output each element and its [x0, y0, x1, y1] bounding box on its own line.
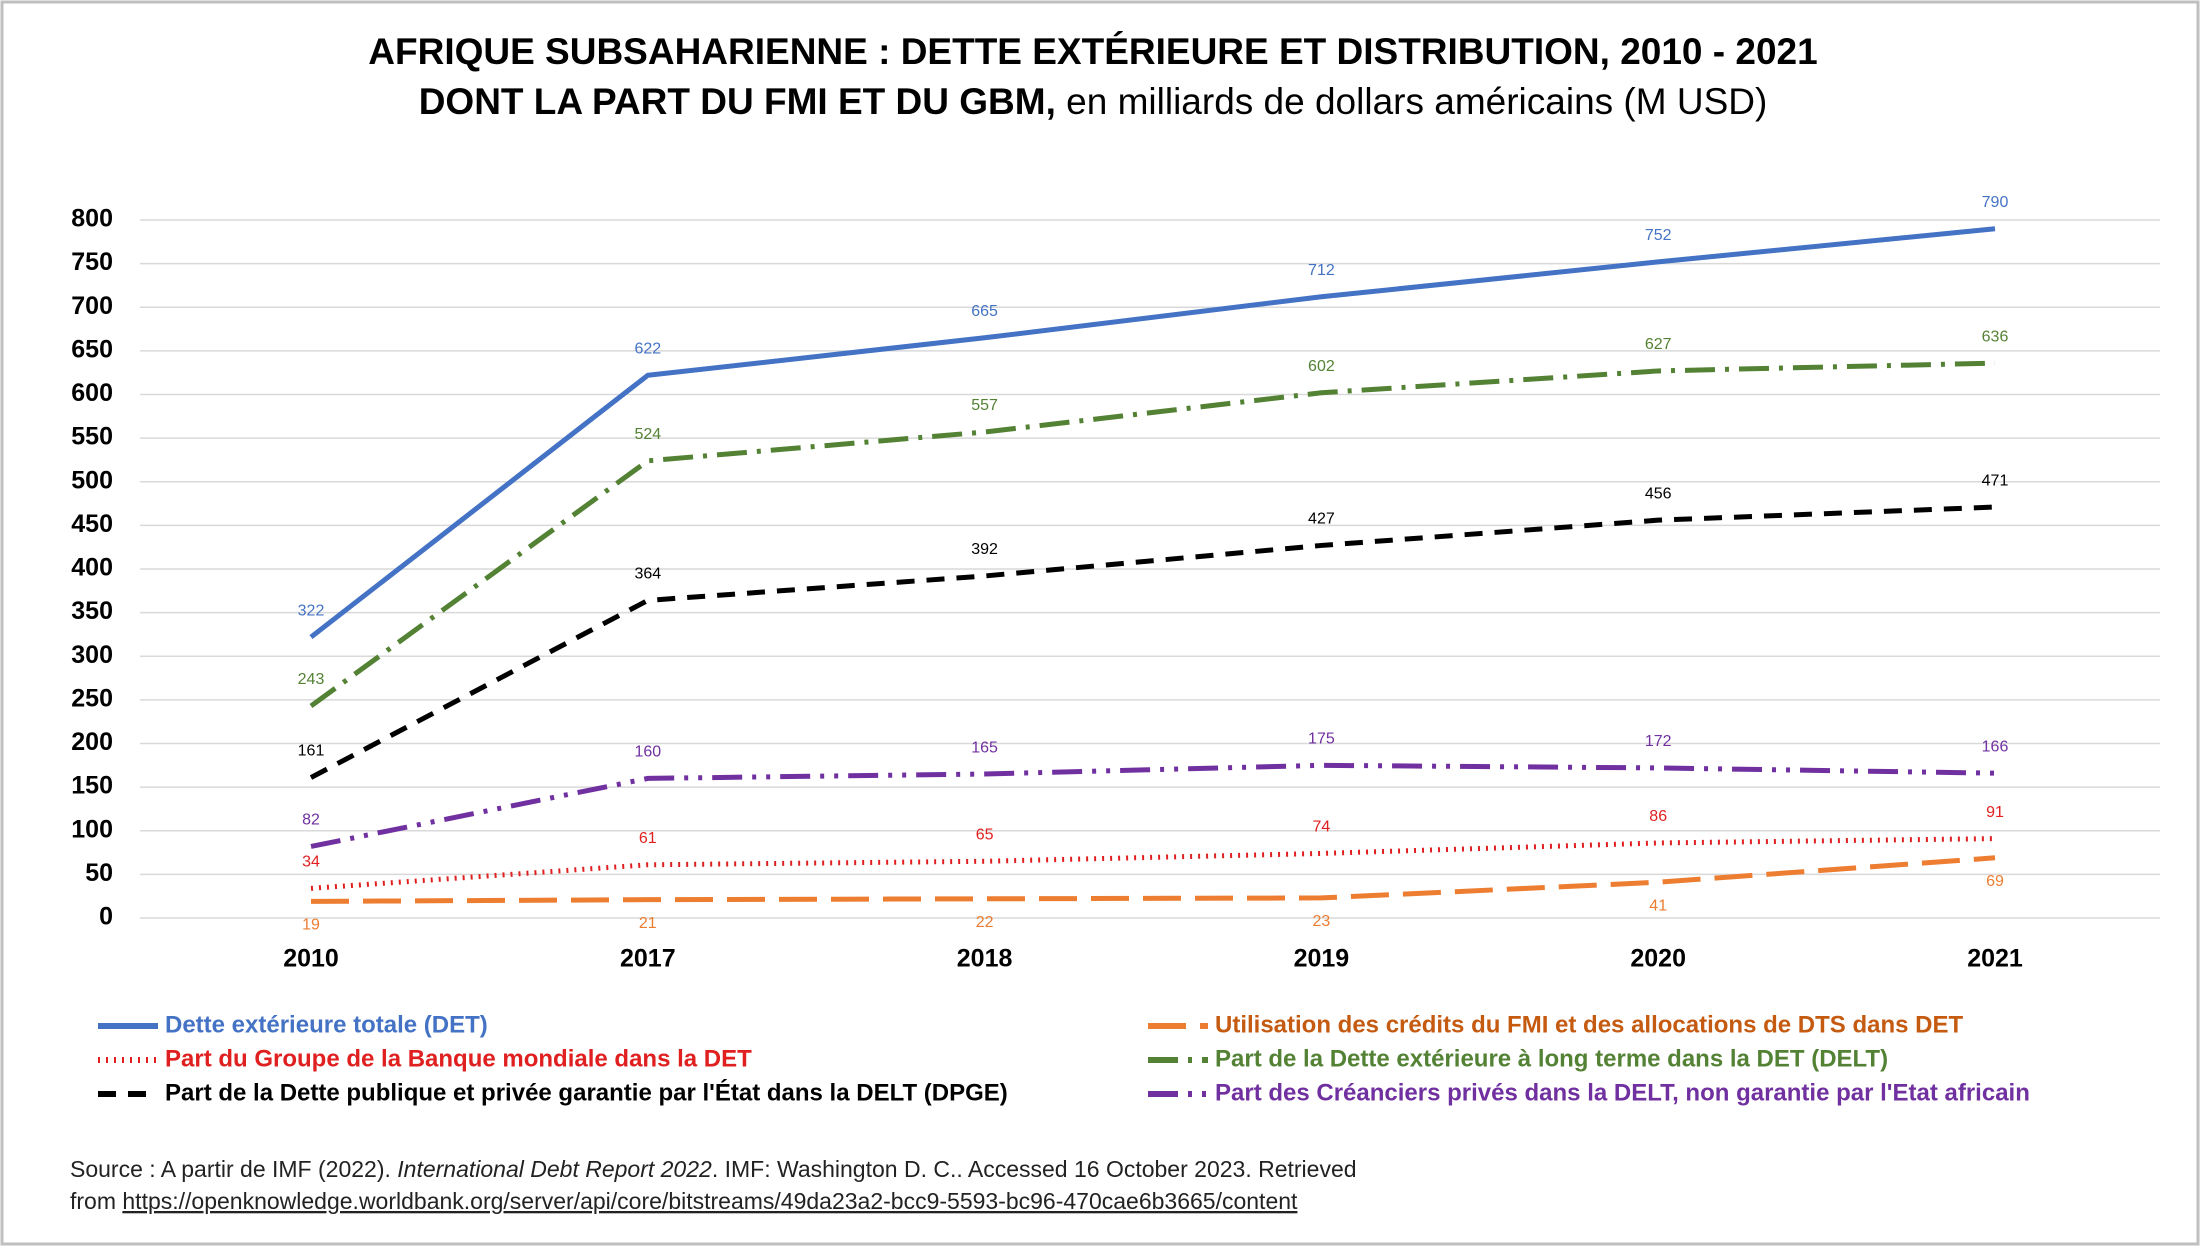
- data-label: 636: [1982, 328, 2009, 345]
- y-tick-label: 200: [71, 728, 113, 756]
- data-label: 74: [1313, 819, 1331, 836]
- data-label: 790: [1982, 194, 2009, 211]
- y-tick-label: 50: [85, 859, 113, 887]
- x-tick-label: 2021: [1967, 945, 2023, 973]
- y-tick-label: 600: [71, 379, 113, 407]
- legend-label: Part des Créanciers privés dans la DELT,…: [1215, 1079, 2030, 1106]
- y-tick-label: 450: [71, 510, 113, 538]
- data-label: 471: [1982, 472, 2009, 489]
- data-label: 82: [302, 812, 320, 829]
- series-line: [309, 226, 1996, 640]
- legend-label: Part de la Dette extérieure à long terme…: [1215, 1045, 1888, 1072]
- source-text: . IMF: Washington D. C.. Accessed 16 Oct…: [712, 1156, 1357, 1182]
- data-label: 61: [639, 830, 657, 847]
- x-tick-label: 2010: [283, 945, 339, 973]
- data-label: 65: [976, 827, 994, 844]
- y-tick-label: 700: [71, 292, 113, 320]
- data-label: 69: [1986, 873, 2004, 890]
- data-label: 243: [298, 671, 325, 688]
- data-label: 364: [634, 566, 661, 583]
- data-label: 752: [1645, 227, 1672, 244]
- subtitle-rest: en milliards de dollars américains (M US…: [1056, 81, 1767, 122]
- source-title: International Debt Report 2022: [397, 1156, 712, 1182]
- y-tick-label: 400: [71, 554, 113, 582]
- data-label: 602: [1308, 358, 1335, 375]
- y-tick-label: 750: [71, 248, 113, 276]
- series-line: [309, 360, 1996, 709]
- y-tick-label: 800: [71, 205, 113, 233]
- data-label: 41: [1649, 897, 1667, 914]
- data-label: 456: [1645, 485, 1672, 502]
- x-tick-label: 2019: [1294, 945, 1350, 973]
- data-label: 34: [302, 854, 320, 871]
- y-tick-label: 550: [71, 423, 113, 451]
- legend-label: Part du Groupe de la Banque mondiale dan…: [165, 1045, 752, 1072]
- source-note: Source : A partir de IMF (2022). Interna…: [70, 1156, 1357, 1182]
- series-line: [309, 504, 1996, 780]
- legend-label: Dette extérieure totale (DET): [165, 1011, 488, 1038]
- chart-subtitle: DONT LA PART DU FMI ET DU GBM, en millia…: [419, 81, 1768, 122]
- data-label: 322: [298, 602, 325, 619]
- data-label: 166: [1982, 738, 2009, 755]
- data-label: 165: [971, 739, 998, 756]
- series-line: [310, 762, 1996, 849]
- data-label: 622: [634, 341, 661, 358]
- data-label: 21: [639, 915, 657, 932]
- y-tick-label: 100: [71, 815, 113, 843]
- data-label: 392: [971, 541, 998, 558]
- data-label: 22: [976, 914, 994, 931]
- data-label: 175: [1308, 731, 1335, 748]
- data-label: 19: [302, 917, 320, 934]
- y-tick-label: 350: [71, 597, 113, 625]
- data-label: 86: [1649, 808, 1667, 825]
- source-note: from https://openknowledge.worldbank.org…: [70, 1188, 1298, 1214]
- source-link[interactable]: https://openknowledge.worldbank.org/serv…: [122, 1188, 1298, 1214]
- data-label: 665: [971, 303, 998, 320]
- y-tick-label: 500: [71, 466, 113, 494]
- data-label: 712: [1308, 262, 1335, 279]
- legend-label: Utilisation des crédits du FMI et des al…: [1215, 1011, 1963, 1038]
- y-tick-label: 650: [71, 335, 113, 363]
- x-tick-label: 2018: [957, 945, 1013, 973]
- series-line: [310, 836, 1996, 891]
- data-label: 427: [1308, 511, 1335, 528]
- y-tick-label: 0: [99, 903, 113, 931]
- data-label: 91: [1986, 804, 2004, 821]
- source-text: Source : A partir de IMF (2022).: [70, 1156, 397, 1182]
- data-label: 160: [634, 744, 661, 761]
- data-label: 161: [298, 743, 325, 760]
- y-tick-label: 150: [71, 772, 113, 800]
- data-label: 172: [1645, 733, 1672, 750]
- data-label: 23: [1313, 913, 1331, 930]
- series-line: [310, 855, 1996, 904]
- chart-title: AFRIQUE SUBSAHARIENNE : DETTE EXTÉRIEURE…: [368, 31, 1817, 72]
- subtitle-bold: DONT LA PART DU FMI ET DU GBM,: [419, 81, 1056, 122]
- data-label: 627: [1645, 336, 1672, 353]
- data-label: 524: [634, 426, 661, 443]
- y-tick-label: 300: [71, 641, 113, 669]
- data-label: 557: [971, 397, 998, 414]
- x-tick-label: 2020: [1630, 945, 1686, 973]
- legend-label: Part de la Dette publique et privée gara…: [165, 1078, 1008, 1106]
- y-tick-label: 250: [71, 684, 113, 712]
- source-text: from: [70, 1188, 122, 1214]
- x-tick-label: 2017: [620, 945, 676, 973]
